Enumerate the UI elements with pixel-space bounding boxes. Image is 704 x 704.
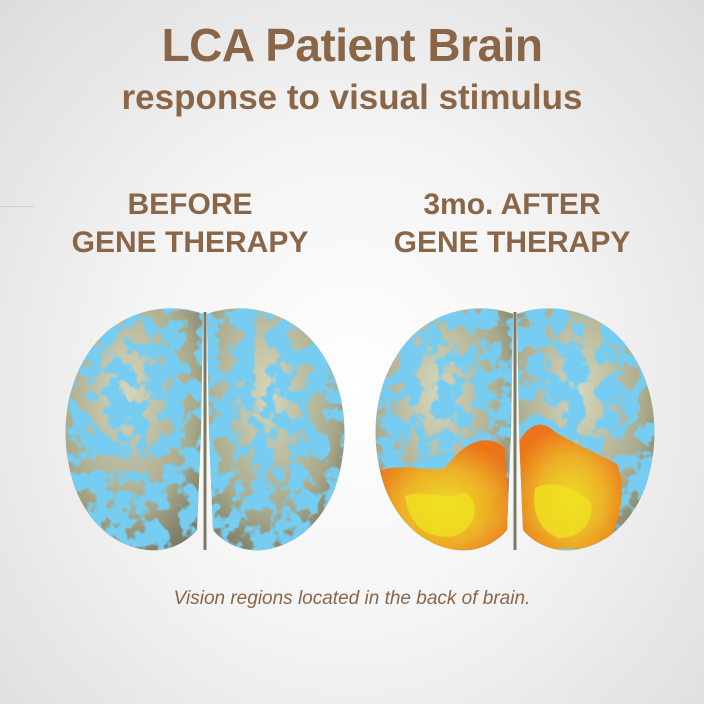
brain-after-image <box>375 308 655 551</box>
activation-region <box>379 424 622 550</box>
brain-after-shape <box>375 308 655 551</box>
after-heading-line2: GENE THERAPY <box>393 226 631 259</box>
before-heading-line1: BEFORE <box>127 188 253 221</box>
edge-divider <box>0 206 34 207</box>
page-subtitle: response to visual stimulus <box>121 78 583 117</box>
page-title: LCA Patient Brain <box>161 19 543 71</box>
caption: Vision regions located in the back of br… <box>173 588 531 609</box>
brain-before-shape <box>65 308 345 551</box>
before-heading: BEFORE GENE THERAPY <box>30 186 350 262</box>
before-heading-line2: GENE THERAPY <box>71 226 309 259</box>
after-heading-line1: 3mo. AFTER <box>423 188 601 221</box>
after-heading: 3mo. AFTER GENE THERAPY <box>352 186 672 262</box>
brain-before-image <box>65 308 345 551</box>
